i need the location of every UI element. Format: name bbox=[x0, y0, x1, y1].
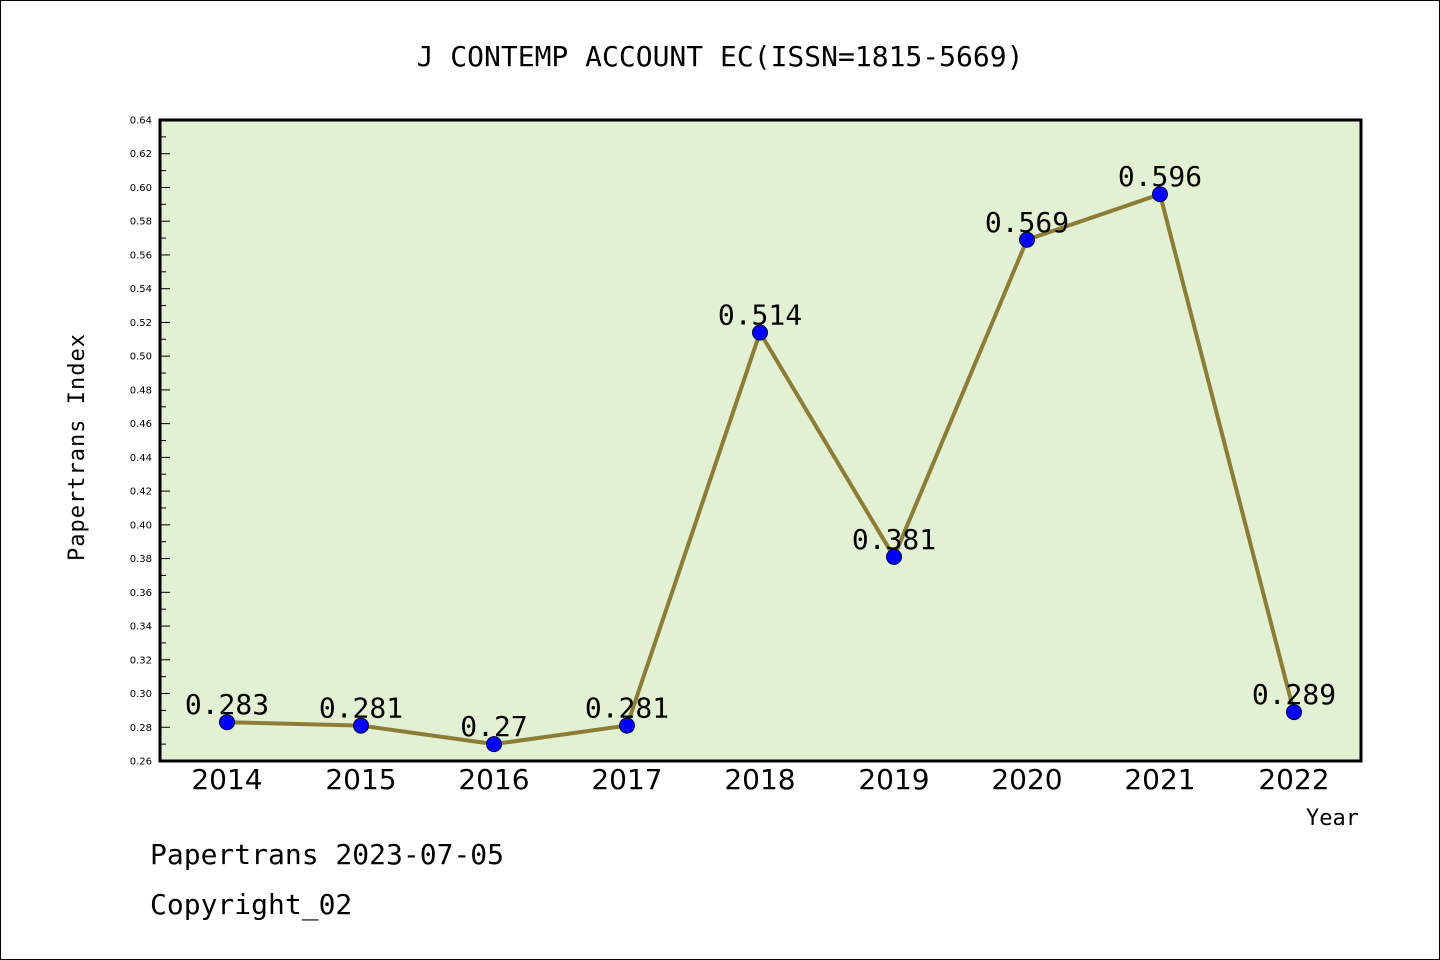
footer-date: Papertrans 2023-07-05 bbox=[150, 838, 504, 871]
y-tick-label: 0.46 bbox=[130, 419, 152, 430]
x-tick-label: 2022 bbox=[1258, 763, 1329, 796]
y-tick-label: 0.30 bbox=[130, 689, 152, 700]
y-tick-label: 0.40 bbox=[130, 520, 152, 531]
y-tick-label: 0.26 bbox=[130, 757, 152, 768]
y-axis-label: Papertrans Index bbox=[65, 333, 90, 561]
data-point-marker bbox=[486, 736, 502, 753]
data-point-marker bbox=[1019, 231, 1035, 248]
y-axis-ticks: 0.26 0.28 0.30 0.32 0.34 0.36 0.38 0.40 0.42 0.44… bbox=[130, 116, 170, 768]
data-point-label: 0.283 bbox=[185, 688, 269, 721]
data-point-label: 0.27 bbox=[460, 710, 527, 743]
y-tick-label: 0.36 bbox=[130, 588, 152, 599]
y-tick-label: 0.62 bbox=[130, 149, 152, 160]
data-point-label: 0.381 bbox=[852, 523, 936, 556]
data-point-label: 0.281 bbox=[319, 692, 403, 725]
data-point-marker bbox=[619, 717, 635, 734]
data-point-label: 0.596 bbox=[1118, 160, 1202, 193]
data-point-marker bbox=[353, 717, 369, 734]
x-tick-label: 2016 bbox=[458, 763, 529, 796]
data-point-label: 0.289 bbox=[1252, 678, 1336, 711]
y-tick-label: 0.38 bbox=[130, 554, 152, 565]
x-tick-label: 2017 bbox=[591, 763, 662, 796]
x-tick-label: 2014 bbox=[191, 763, 262, 796]
x-axis-label: Year bbox=[1306, 806, 1359, 831]
plot-border bbox=[158, 118, 1363, 763]
y-tick-label: 0.42 bbox=[130, 487, 152, 498]
y-tick-label: 0.56 bbox=[130, 250, 152, 261]
data-labels: 0.283 0.281 0.27 0.281 0.514 0.381 0.569 0.596 0… bbox=[185, 160, 1336, 743]
plot-area bbox=[160, 120, 1361, 761]
y-tick-label: 0.28 bbox=[130, 723, 152, 734]
x-tick-label: 2018 bbox=[724, 763, 795, 796]
y-tick-label: 0.64 bbox=[130, 116, 152, 127]
y-tick-label: 0.58 bbox=[130, 217, 152, 228]
y-tick-label: 0.60 bbox=[130, 183, 152, 194]
data-point-marker bbox=[1152, 186, 1168, 203]
x-tick-label: 2015 bbox=[325, 763, 396, 796]
y-tick-label: 0.52 bbox=[130, 318, 152, 329]
x-axis-ticks: 2014 2015 2016 2017 2018 2019 2020 2021 2022 bbox=[191, 763, 1329, 796]
x-tick-label: 2020 bbox=[991, 763, 1062, 796]
y-tick-label: 0.48 bbox=[130, 385, 152, 396]
data-point-marker bbox=[219, 714, 235, 731]
y-tick-label: 0.54 bbox=[130, 284, 152, 295]
footer-copyright: Copyright_02 bbox=[150, 888, 352, 922]
data-markers bbox=[219, 186, 1302, 753]
x-tick-label: 2019 bbox=[858, 763, 929, 796]
x-tick-label: 2021 bbox=[1124, 763, 1195, 796]
data-point-label: 0.281 bbox=[585, 692, 669, 725]
y-tick-label: 0.32 bbox=[130, 655, 152, 666]
chart-title: J CONTEMP ACCOUNT EC(ISSN=1815-5669) bbox=[417, 40, 1024, 73]
data-point-marker bbox=[1286, 704, 1302, 721]
data-point-marker bbox=[752, 324, 768, 341]
data-point-label: 0.569 bbox=[985, 206, 1069, 239]
data-point-marker bbox=[886, 548, 902, 565]
y-tick-label: 0.44 bbox=[130, 453, 152, 464]
y-tick-label: 0.34 bbox=[130, 622, 152, 633]
y-tick-label: 0.50 bbox=[130, 352, 152, 363]
data-point-label: 0.514 bbox=[718, 299, 802, 332]
